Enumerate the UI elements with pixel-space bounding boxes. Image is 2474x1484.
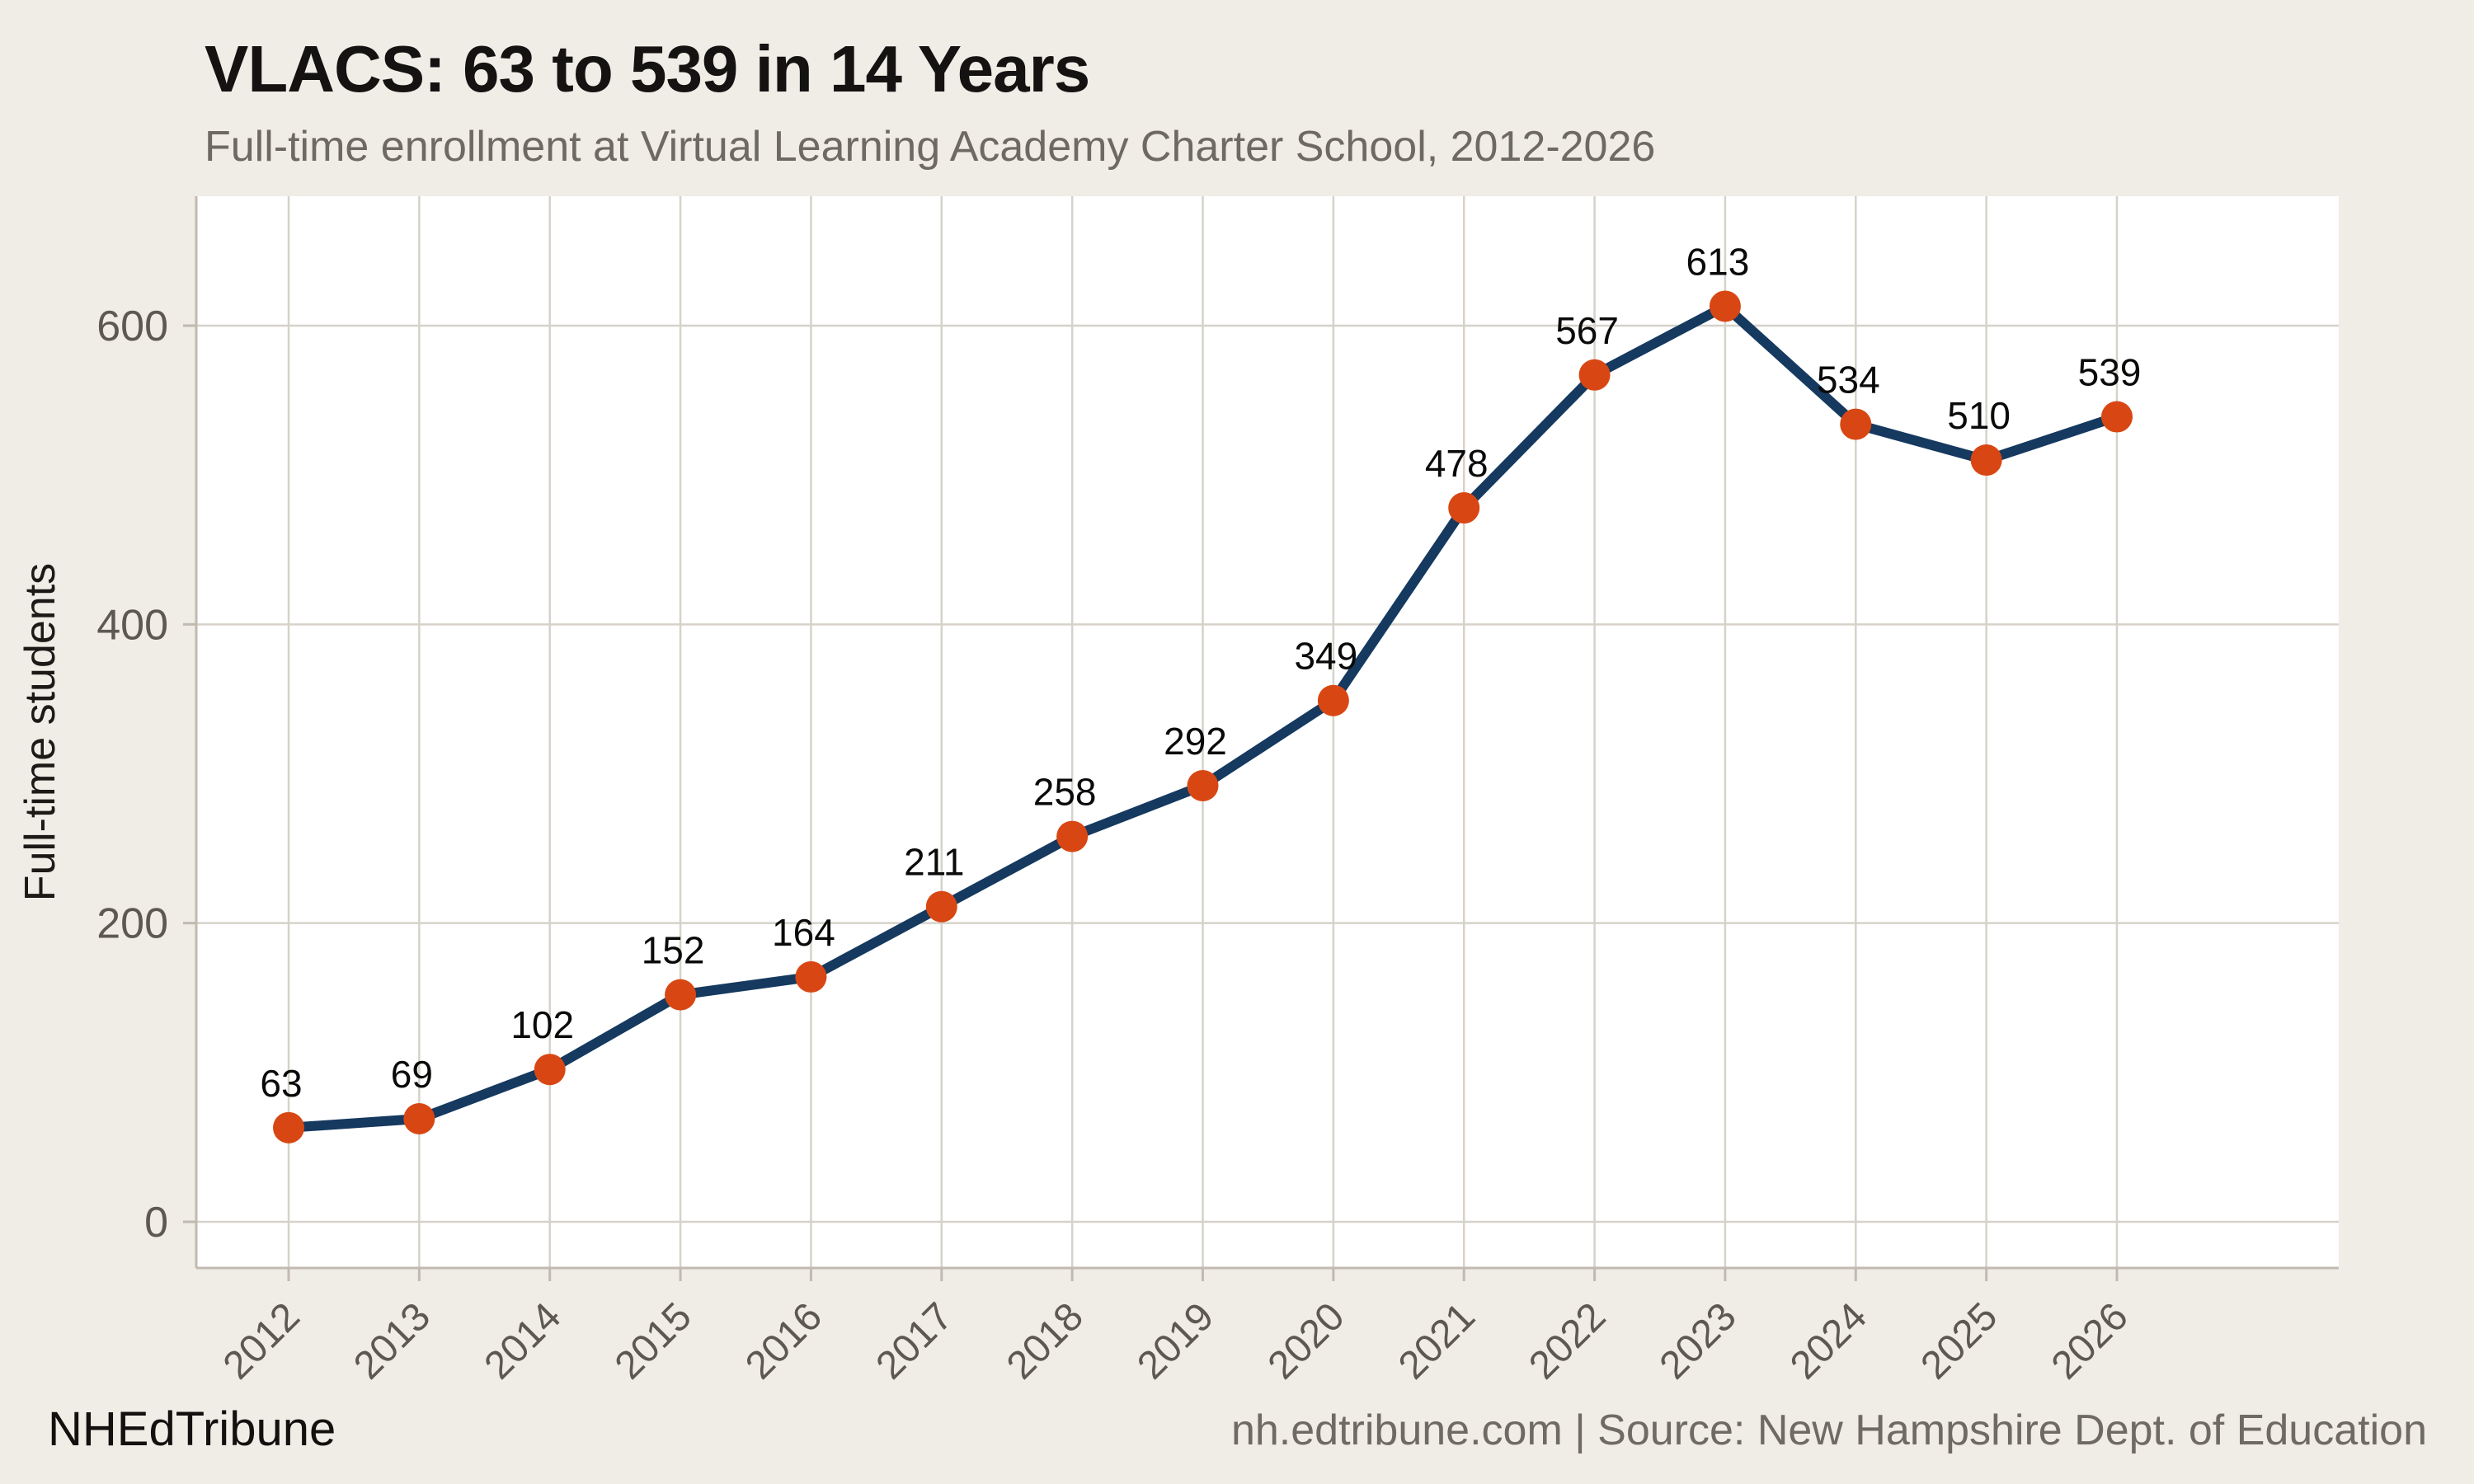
- data-point-label: 102: [510, 1003, 574, 1046]
- y-tick-label: 400: [96, 601, 168, 649]
- data-point-label: 539: [2078, 351, 2142, 394]
- y-tick-label: 200: [96, 900, 168, 948]
- data-point-label: 258: [1033, 771, 1097, 814]
- x-tick-label: 2016: [737, 1294, 830, 1388]
- x-tick-label: 2019: [1129, 1294, 1222, 1388]
- x-tick-label: 2017: [868, 1294, 962, 1388]
- x-tick-label: 2026: [2044, 1294, 2137, 1388]
- data-point-label: 63: [260, 1062, 302, 1105]
- source-credit: nh.edtribune.com | Source: New Hampshire…: [1230, 1407, 2427, 1454]
- chart-subtitle: Full-time enrollment at Virtual Learning…: [205, 123, 1656, 171]
- x-tick-label: 2025: [1912, 1294, 2006, 1388]
- data-point-label: 69: [391, 1053, 433, 1096]
- x-tick-label: 2013: [346, 1294, 439, 1388]
- x-tick-label: 2014: [477, 1294, 570, 1388]
- data-point: [665, 979, 697, 1011]
- x-tick-label: 2012: [215, 1294, 308, 1388]
- x-tick-label: 2022: [1521, 1294, 1614, 1388]
- x-tick-label: 2024: [1782, 1294, 1875, 1388]
- data-point-label: 164: [772, 911, 835, 954]
- data-point: [925, 890, 957, 923]
- y-tick-label: 600: [96, 303, 168, 350]
- data-point: [534, 1054, 566, 1086]
- x-tick-label: 2020: [1260, 1294, 1353, 1388]
- data-point: [1187, 769, 1219, 801]
- x-tick-label: 2021: [1390, 1294, 1484, 1388]
- data-point: [1709, 290, 1741, 322]
- data-point: [795, 960, 827, 993]
- data-point-label: 567: [1555, 309, 1619, 352]
- data-point-label: 613: [1686, 240, 1750, 283]
- x-tick-label: 2018: [999, 1294, 1092, 1388]
- data-point-label: 510: [1947, 394, 2011, 437]
- data-point: [1970, 444, 2002, 477]
- x-tick-label: 2023: [1652, 1294, 1745, 1388]
- plot-panel: [196, 196, 2339, 1268]
- data-point-label: 152: [642, 929, 705, 972]
- data-point: [1578, 359, 1611, 391]
- data-point: [1448, 492, 1480, 524]
- data-point-label: 211: [904, 841, 964, 884]
- y-axis-title: Full-time students: [16, 563, 64, 901]
- data-point-label: 534: [1817, 359, 1880, 402]
- x-tick-label: 2015: [607, 1294, 700, 1388]
- data-point: [2101, 401, 2133, 433]
- data-point-label: 292: [1164, 720, 1227, 763]
- publisher-brand: NHEdTribune: [48, 1402, 336, 1456]
- data-point: [1056, 820, 1089, 852]
- data-point: [1840, 408, 1872, 440]
- data-point: [403, 1102, 435, 1134]
- data-point-label: 478: [1425, 442, 1489, 485]
- chart-title: VLACS: 63 to 539 in 14 Years: [205, 32, 1090, 106]
- data-point: [273, 1111, 304, 1144]
- data-point-label: 349: [1294, 635, 1357, 678]
- y-tick-label: 0: [144, 1199, 168, 1247]
- data-point: [1317, 684, 1349, 716]
